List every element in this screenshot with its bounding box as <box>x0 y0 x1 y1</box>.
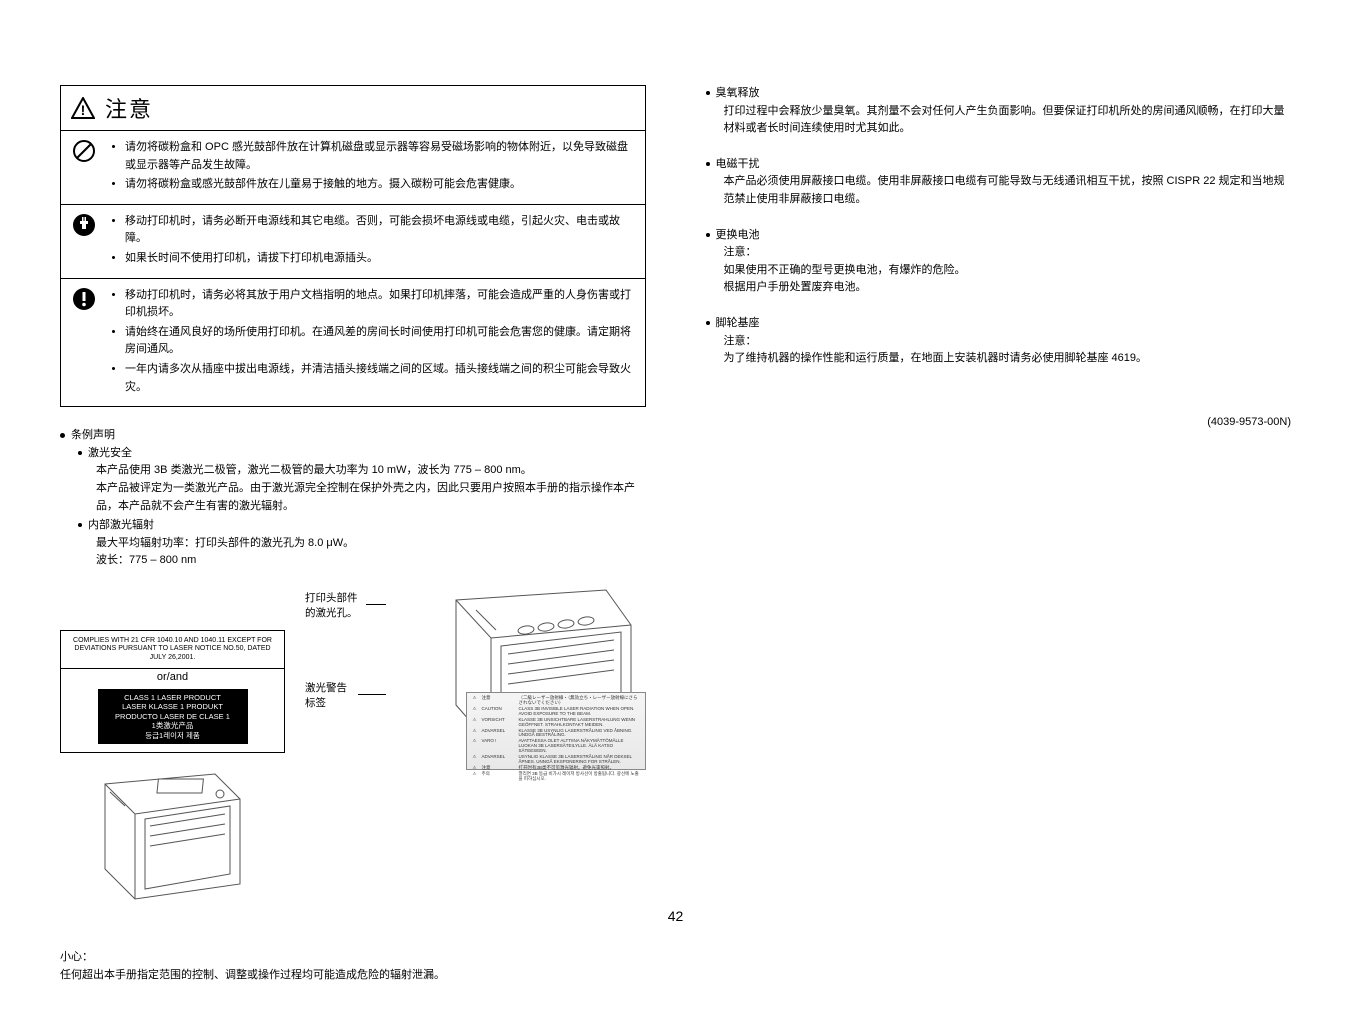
emi-text: 本产品必须使用屏蔽接口电缆。使用非屏蔽接口电缆有可能导致与无线通讯相互干扰，按照… <box>706 173 1292 208</box>
battery-line: 根据用户手册处置废弃电池。 <box>724 279 1292 297</box>
bullet-icon <box>78 451 82 455</box>
caution-row-text: 请勿将碳粉盒和 OPC 感光鼓部件放在计算机磁盘或显示器等容易受磁场影响的物体附… <box>107 131 645 204</box>
caution-title: 注意 <box>105 92 153 124</box>
emi-section: 电磁干扰 本产品必须使用屏蔽接口电缆。使用非屏蔽接口电缆有可能导致与无线通讯相互… <box>706 156 1292 209</box>
bullet-icon <box>706 321 710 325</box>
warning-label-row: ⚠주의열리면 3B 등급 비가시 레이저 방사선이 방출됩니다. 광선에 노출을… <box>471 772 641 782</box>
small-caution-label: 小心： <box>60 949 646 967</box>
compliance-black-box: CLASS 1 LASER PRODUCT LASER KLASSE 1 PRO… <box>98 689 248 744</box>
text-line: 波长：775 – 800 nm <box>96 552 646 570</box>
battery-note: 注意： <box>724 244 1292 262</box>
warning-label-row: ⚠ADVARSELKLASSE 3B USYNLIG LASERSTRÅLING… <box>471 729 641 739</box>
caster-heading: 脚轮基座 <box>716 315 760 333</box>
caution-item: 请始终在通风良好的场所使用打印机。在通风差的房间长时间使用打印机可能会危害您的健… <box>125 324 635 359</box>
ozone-text: 打印过程中会释放少量臭氧。其剂量不会对任何人产生负面影响。但要保证打印机所处的房… <box>706 103 1292 138</box>
caster-note: 注意： <box>724 333 1292 351</box>
text-line: 最大平均辐射功率：打印头部件的激光孔为 8.0 μW。 <box>96 535 646 553</box>
compliance-top-text: COMPLIES WITH 21 CFR 1040.10 AND 1040.11… <box>61 631 284 669</box>
caution-row-text: 移动打印机时，请务必将其放于用户文档指明的地点。如果打印机摔落，可能会造成严重的… <box>107 279 645 407</box>
ozone-heading: 臭氧释放 <box>716 85 760 103</box>
prohibit-icon <box>61 131 107 204</box>
unplug-icon <box>61 205 107 278</box>
warning-label-row: ⚠注意（二級レーザー放射線・（無効立ち・レーザー放射線にさらされないでください） <box>471 696 641 706</box>
page-number: 42 <box>0 908 1351 924</box>
caution-item: 移动打印机时，请务必断开电源线和其它电缆。否则，可能会损坏电源线或电缆，引起火灾… <box>125 213 635 248</box>
warning-label-row: ⚠ADVARSELUSYNLIG KLASSE 3B LASERSTRÅLING… <box>471 755 641 765</box>
caution-item: 移动打印机时，请务必将其放于用户文档指明的地点。如果打印机摔落，可能会造成严重的… <box>125 287 635 322</box>
laser-warning-label-figure: ⚠注意（二級レーザー放射線・（無効立ち・レーザー放射線にさらされないでください）… <box>466 692 646 770</box>
callout-text: 激光警告标签 <box>305 680 354 710</box>
compliance-label: COMPLIES WITH 21 CFR 1040.10 AND 1040.11… <box>60 630 285 753</box>
caution-row-text: 移动打印机时，请务必断开电源线和其它电缆。否则，可能会损坏电源线或电缆，引起火灾… <box>107 205 645 278</box>
document-number: (4039-9573-00N) <box>706 416 1292 428</box>
small-caution: 小心： 任何超出本手册指定范围的控制、调整或操作过程均可能造成危险的辐射泄漏。 <box>60 949 646 984</box>
emi-heading: 电磁干扰 <box>716 156 760 174</box>
regulations-section: 条例声明 激光安全 本产品使用 3B 类激光二极管，激光二极管的最大功率为 10… <box>60 427 646 570</box>
caution-header: ! 注意 <box>61 86 645 131</box>
battery-heading: 更换电池 <box>716 227 760 245</box>
figures-row: COMPLIES WITH 21 CFR 1040.10 AND 1040.11… <box>60 580 646 919</box>
warning-triangle-icon: ! <box>71 97 95 119</box>
mandatory-icon <box>61 279 107 407</box>
caution-row: 请勿将碳粉盒和 OPC 感光鼓部件放在计算机磁盘或显示器等容易受磁场影响的物体附… <box>61 131 645 205</box>
caution-row: 移动打印机时，请务必断开电源线和其它电缆。否则，可能会损坏电源线或电缆，引起火灾… <box>61 205 645 279</box>
printer-internal-wrap: 打印头部件的激光孔。 激光警告标签 <box>305 580 646 770</box>
callout-warning-label: 激光警告标签 <box>305 680 386 710</box>
text-line: 本产品使用 3B 类激光二极管，激光二极管的最大功率为 10 mW，波长为 77… <box>96 462 646 480</box>
caution-item: 请勿将碳粉盒或感光鼓部件放在儿童易于接触的地方。摄入碳粉可能会危害健康。 <box>125 176 635 194</box>
small-caution-text: 任何超出本手册指定范围的控制、调整或操作过程均可能造成危险的辐射泄漏。 <box>60 967 646 985</box>
compliance-orand: or/and <box>61 669 284 685</box>
bullet-icon <box>60 433 65 438</box>
callout-line-icon <box>366 604 386 605</box>
callout-text: 打印头部件的激光孔。 <box>305 590 362 620</box>
warning-label-row: ⚠VORSICHTKLASSE 3B UNSICHTBARE LASERSTRA… <box>471 718 641 728</box>
warning-label-row: ⚠CAUTIONCLASS 3B INVISIBLE LASER RADIATI… <box>471 707 641 717</box>
callout-laser-hole: 打印头部件的激光孔。 <box>305 590 386 620</box>
caution-box: ! 注意 请勿将碳粉盒和 OPC 感光鼓部件放在计算机磁盘或显示器等容易受磁场影… <box>60 85 646 407</box>
bullet-icon <box>706 91 710 95</box>
laser-safety-heading: 激光安全 <box>88 445 132 463</box>
printer-internal-figure: ⚠注意（二級レーザー放射線・（無効立ち・レーザー放射線にさらされないでください）… <box>396 580 646 770</box>
internal-radiation-text: 最大平均辐射功率：打印头部件的激光孔为 8.0 μW。 波长：775 – 800… <box>78 535 646 570</box>
battery-line: 如果使用不正确的型号更换电池，有爆炸的危险。 <box>724 262 1292 280</box>
regulations-heading: 条例声明 <box>71 427 115 445</box>
caution-item: 如果长时间不使用打印机，请拔下打印机电源插头。 <box>125 250 635 268</box>
callout-line-icon <box>358 694 386 695</box>
bullet-icon <box>706 162 710 166</box>
internal-radiation-heading: 内部激光辐射 <box>88 517 154 535</box>
caster-text: 为了维持机器的操作性能和运行质量，在地面上安装机器时请务必使用脚轮基座 4619… <box>724 350 1292 368</box>
bullet-icon <box>78 523 82 527</box>
battery-section: 更换电池 注意： 如果使用不正确的型号更换电池，有爆炸的危险。 根据用户手册处置… <box>706 227 1292 297</box>
warning-label-row: ⚠VARO !AVATTAESSA OLET ALTTIINA NÄKYMÄTT… <box>471 739 641 754</box>
caster-section: 脚轮基座 注意： 为了维持机器的操作性能和运行质量，在地面上安装机器时请务必使用… <box>706 315 1292 368</box>
bullet-icon <box>706 233 710 237</box>
laser-safety-text: 本产品使用 3B 类激光二极管，激光二极管的最大功率为 10 mW，波长为 77… <box>78 462 646 515</box>
svg-text:!: ! <box>81 102 86 118</box>
text-line: 本产品被评定为一类激光产品。由于激光源完全控制在保护外壳之内，因此只要用户按照本… <box>96 480 646 515</box>
printer-exterior-figure <box>60 759 270 919</box>
caution-row: 移动打印机时，请务必将其放于用户文档指明的地点。如果打印机摔落，可能会造成严重的… <box>61 279 645 407</box>
caution-item: 一年内请多次从插座中拔出电源线，并清洁插头接线端之间的区域。插头接线端之间的积尘… <box>125 361 635 396</box>
caution-item: 请勿将碳粉盒和 OPC 感光鼓部件放在计算机磁盘或显示器等容易受磁场影响的物体附… <box>125 139 635 174</box>
ozone-section: 臭氧释放 打印过程中会释放少量臭氧。其剂量不会对任何人产生负面影响。但要保证打印… <box>706 85 1292 138</box>
